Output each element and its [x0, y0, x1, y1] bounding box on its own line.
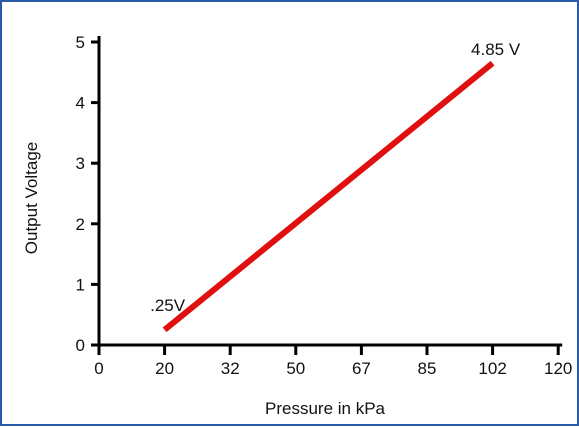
- y-tick-label: 1: [76, 275, 85, 294]
- axes: [91, 36, 563, 355]
- y-axis-label: Output Voltage: [22, 142, 41, 254]
- x-tick-label: 67: [352, 359, 371, 378]
- y-tick-label: 2: [76, 215, 85, 234]
- y-tick-label: 3: [76, 154, 85, 173]
- x-tick-label: 120: [544, 359, 572, 378]
- x-tick-label: 32: [221, 359, 240, 378]
- y-tick-label: 4: [76, 94, 85, 113]
- start-value-label: .25V: [150, 296, 186, 315]
- x-tick-label: 50: [286, 359, 305, 378]
- x-axis-label: Pressure in kPa: [265, 399, 386, 418]
- series-line: [162, 60, 495, 333]
- x-tick-label: 85: [418, 359, 437, 378]
- x-tick-label: 0: [94, 359, 103, 378]
- x-tick-label: 102: [478, 359, 506, 378]
- end-value-label: 4.85 V: [471, 40, 521, 59]
- y-tick-label: 5: [76, 33, 85, 52]
- x-tick-label: 20: [155, 359, 174, 378]
- series-layer: [162, 60, 495, 333]
- y-tick-label: 0: [76, 336, 85, 355]
